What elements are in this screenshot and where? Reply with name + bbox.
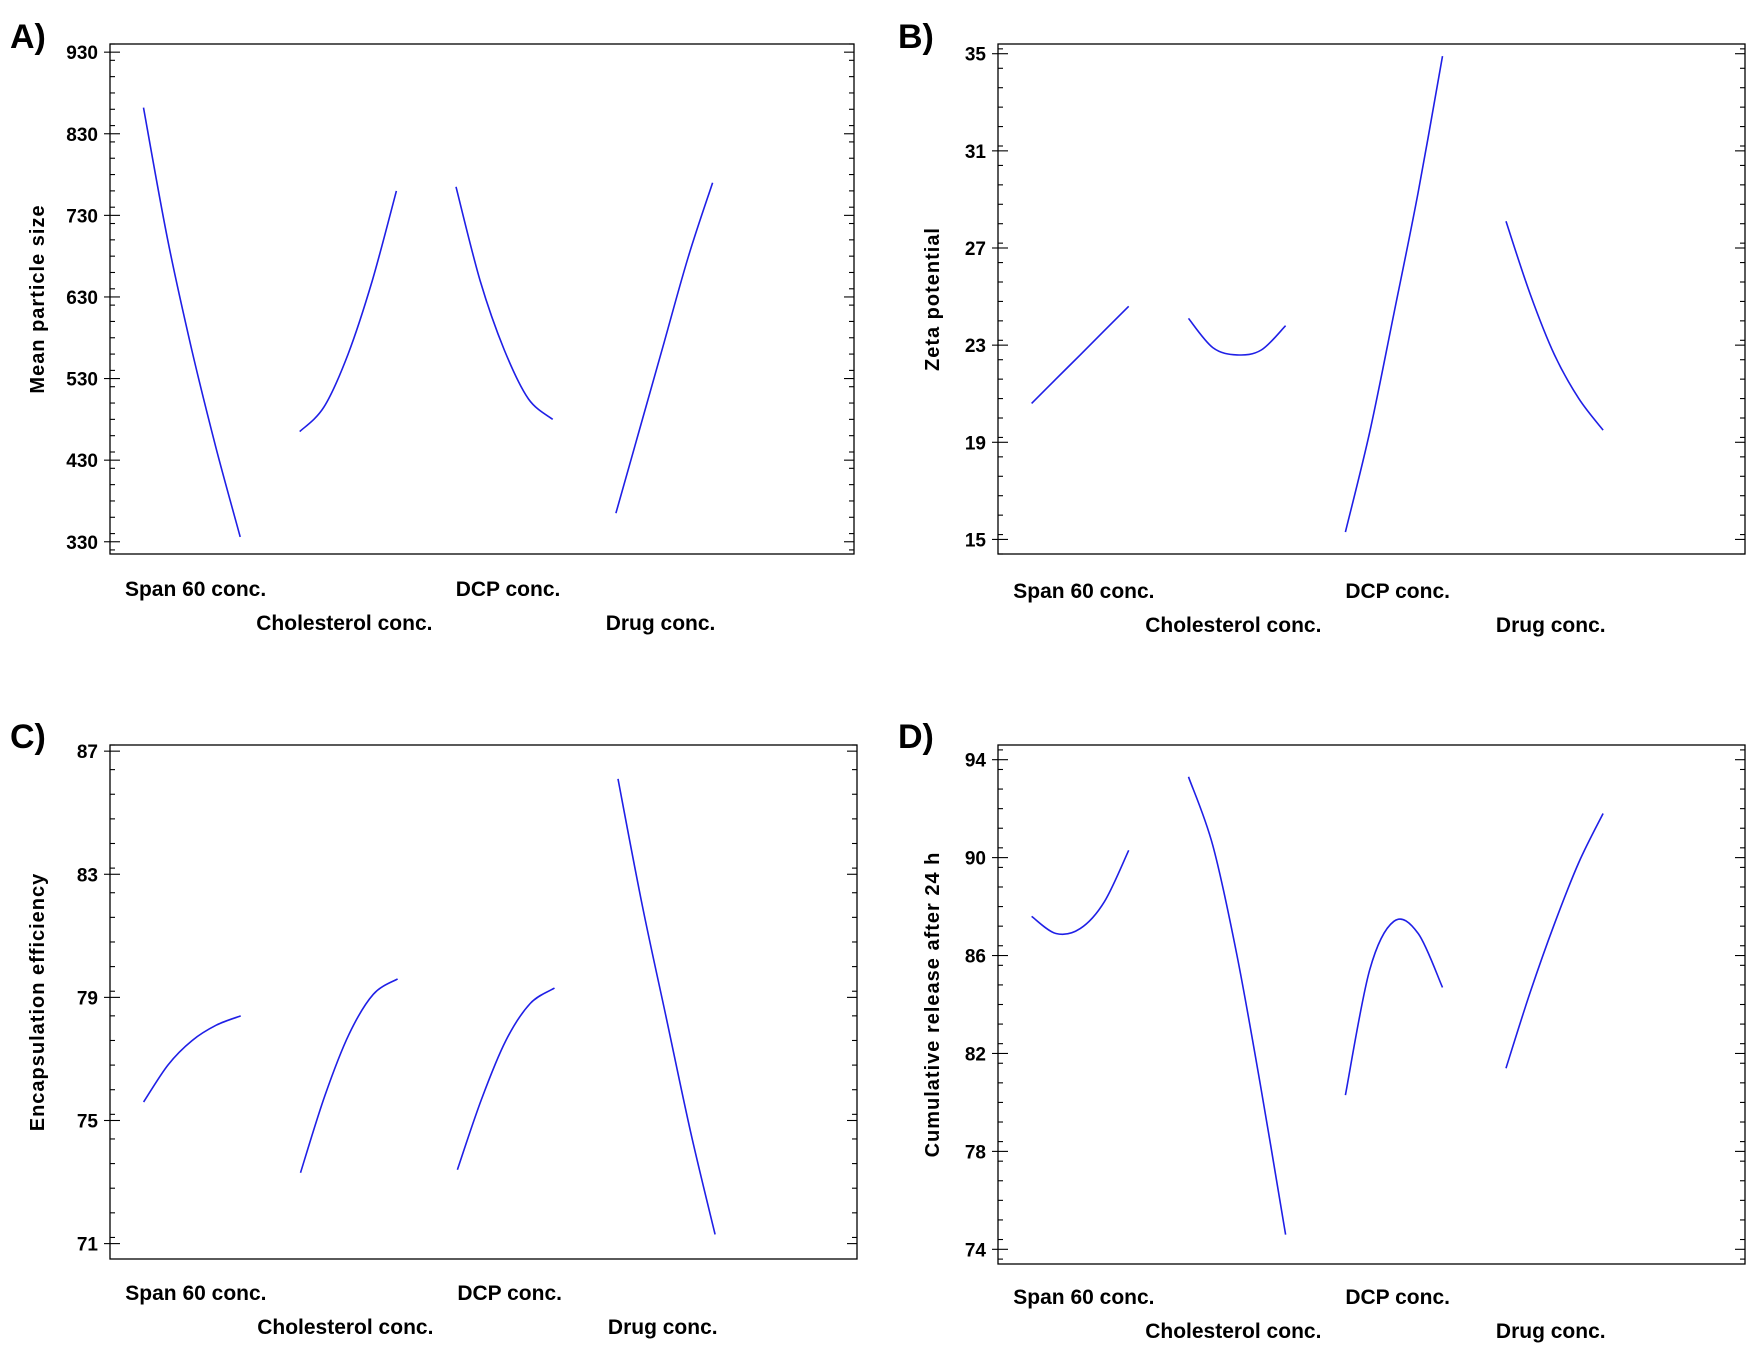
- factor-label: Span 60 conc.: [125, 578, 266, 601]
- curve-cholesterol-conc: [1187, 317, 1287, 356]
- y-tick-label: 330: [66, 533, 98, 554]
- curve-dcp-conc: [456, 987, 555, 1170]
- plot-frame: [997, 43, 1746, 555]
- y-tick-label: 35: [965, 45, 987, 66]
- curve-dcp-conc: [1344, 55, 1444, 533]
- factor-label: DCP conc.: [457, 1282, 562, 1305]
- curve-drug-conc: [617, 778, 716, 1235]
- y-tick-label: 75: [77, 1111, 99, 1132]
- factor-label: DCP conc.: [1345, 580, 1450, 603]
- curve-span-60-conc: [142, 1015, 241, 1103]
- curve-drug-conc: [1505, 813, 1604, 1069]
- panel-D: D) 74 78 82 86 90 94 Cumulative release after 2…: [898, 718, 1746, 1343]
- y-tick-label: 23: [965, 336, 986, 357]
- factor-label: Span 60 conc.: [1013, 580, 1154, 603]
- y-tick-label: 930: [66, 43, 98, 64]
- factor-label: Span 60 conc.: [125, 1282, 266, 1305]
- factor-label: Cholesterol conc.: [257, 1316, 433, 1339]
- curve-span-60-conc: [1031, 305, 1130, 404]
- y-axis-title: Mean particle size: [27, 204, 49, 393]
- factor-label: Drug conc.: [1496, 614, 1606, 637]
- curve-dcp-conc: [455, 186, 554, 421]
- y-tick-label: 78: [965, 1142, 986, 1163]
- factor-label: Drug conc.: [606, 612, 716, 635]
- y-tick-label: 86: [965, 947, 986, 968]
- y-tick-label: 15: [965, 530, 987, 551]
- factor-label: Cholesterol conc.: [1145, 1320, 1321, 1343]
- curve-dcp-conc: [1344, 918, 1444, 1096]
- y-axis-title: Encapsulation efficiency: [27, 873, 49, 1132]
- plot-frame: [109, 43, 855, 555]
- y-tick-label: 82: [965, 1044, 986, 1065]
- curve-cholesterol-conc: [1187, 776, 1287, 1235]
- factor-label: Drug conc.: [1496, 1320, 1606, 1343]
- y-tick-label: 27: [965, 239, 986, 260]
- panel-A: A) 330 430 530 630 730 830 930 Mean particle siz…: [10, 18, 855, 635]
- y-tick-label: 730: [66, 206, 98, 227]
- y-tick-label: 31: [965, 142, 987, 163]
- factor-label: Drug conc.: [608, 1316, 718, 1339]
- curve-cholesterol-conc: [299, 978, 399, 1174]
- y-axis-title: Zeta potential: [922, 227, 944, 371]
- y-tick-label: 530: [66, 370, 98, 391]
- factor-label: Cholesterol conc.: [256, 612, 432, 635]
- y-tick-label: 830: [66, 125, 98, 146]
- y-tick-label: 430: [66, 451, 98, 472]
- y-tick-label: 94: [965, 751, 987, 772]
- curve-drug-conc: [1505, 221, 1604, 431]
- y-tick-label: 630: [66, 288, 98, 309]
- curve-span-60-conc: [142, 107, 241, 538]
- curve-span-60-conc: [1031, 849, 1130, 936]
- y-tick-label: 83: [77, 865, 98, 886]
- y-tick-label: 79: [77, 988, 98, 1009]
- factor-label: Span 60 conc.: [1013, 1286, 1154, 1309]
- panel-label: B): [898, 18, 934, 56]
- panel-label: A): [10, 18, 46, 56]
- y-tick-label: 87: [77, 742, 98, 763]
- y-tick-label: 19: [965, 433, 986, 454]
- panel-label: C): [10, 718, 46, 756]
- factor-label: Cholesterol conc.: [1145, 614, 1321, 637]
- panel-label: D): [898, 718, 934, 756]
- y-axis-title: Cumulative release after 24 h: [922, 852, 944, 1158]
- factor-label: DCP conc.: [1345, 1286, 1450, 1309]
- panel-C: C) 71 75 79 83 87 Encapsulation efficiency Span…: [10, 718, 858, 1339]
- curve-drug-conc: [615, 182, 714, 514]
- y-tick-label: 74: [965, 1240, 987, 1261]
- factor-label: DCP conc.: [456, 578, 561, 601]
- plot-frame: [997, 744, 1746, 1265]
- panel-B: B) 15 19 23 27 31 35 Zeta potential Span 60 conc…: [898, 18, 1746, 637]
- y-tick-label: 90: [965, 849, 986, 870]
- y-tick-label: 71: [77, 1235, 99, 1256]
- plot-frame: [109, 744, 858, 1260]
- curve-cholesterol-conc: [299, 190, 398, 433]
